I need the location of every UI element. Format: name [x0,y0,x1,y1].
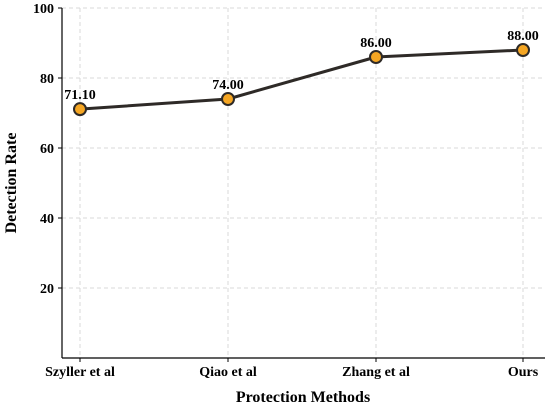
y-tick-label: 100 [33,2,54,17]
x-axis-title: Protection Methods [236,389,370,406]
data-point [369,50,383,64]
grid-lines [62,7,545,358]
data-label: 88.00 [507,29,539,44]
data-label: 86.00 [360,36,392,51]
y-tick-label: 80 [40,72,54,87]
data-label: 74.00 [212,78,244,93]
y-tick-label: 20 [40,282,54,297]
axes [61,8,545,359]
data-point [516,43,530,57]
y-axis-title: Detection Rate [3,133,20,234]
y-tick-label: 40 [40,212,54,227]
series-line [78,48,525,111]
y-ticks: 20 40 60 80 100 [33,2,62,297]
x-tick-label: Qiao et al [199,365,257,380]
x-tick-label: Zhang et al [342,365,410,380]
data-label: 71.10 [64,88,96,103]
x-tick-label: Szyller et al [45,365,115,380]
x-tick-label: Ours [508,365,539,380]
series: 71.10 74.00 86.00 88.00 [64,29,539,117]
data-point [73,102,87,117]
y-tick-label: 60 [40,142,54,157]
data-point [221,92,235,106]
x-ticks: Szyller et al Qiao et al Zhang et al Ours [45,358,539,380]
